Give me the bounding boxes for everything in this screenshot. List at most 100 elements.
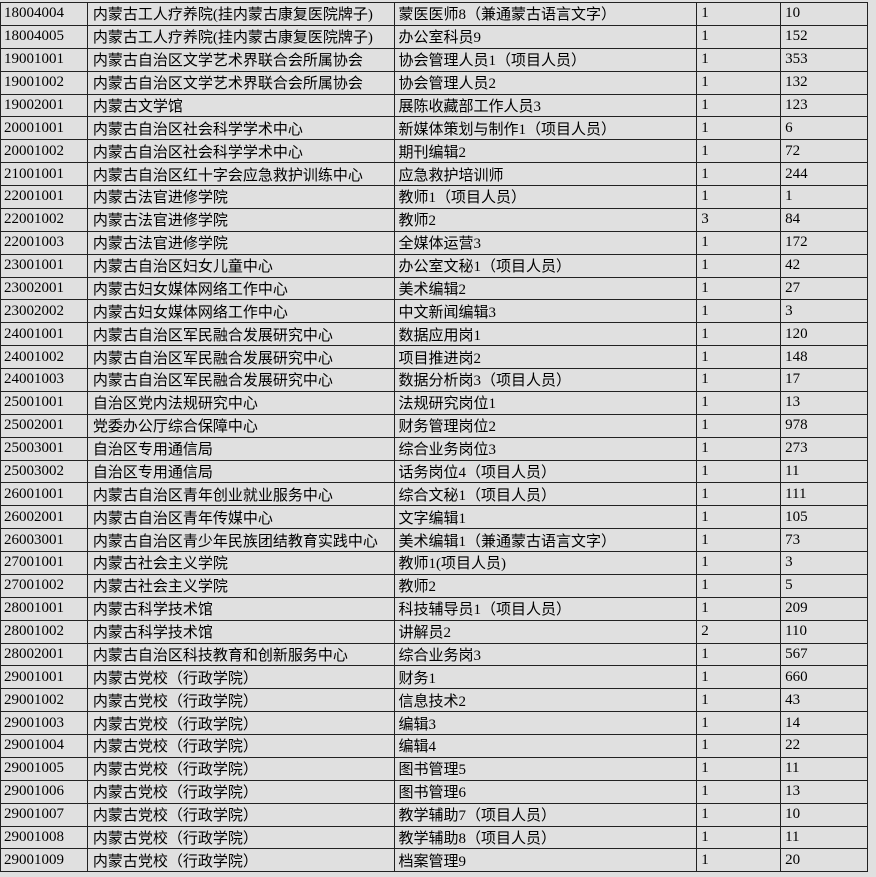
- cell-position-title[interactable]: 中文新闻编辑3: [394, 300, 698, 324]
- cell-position-title[interactable]: 蒙医医师8（兼通蒙古语言文字）: [394, 3, 698, 26]
- cell-code[interactable]: 29001005: [1, 757, 88, 781]
- cell-organization[interactable]: 内蒙古党校（行政学院）: [87, 735, 395, 758]
- cell-organization[interactable]: 内蒙古法官进修学院: [87, 231, 395, 255]
- cell-organization[interactable]: 内蒙古党校（行政学院）: [87, 780, 395, 804]
- cell-count-a[interactable]: 1: [697, 323, 782, 347]
- cell-count-b[interactable]: 10: [781, 803, 868, 827]
- cell-organization[interactable]: 内蒙古自治区军民融合发展研究中心: [87, 346, 395, 369]
- cell-count-b[interactable]: 152: [781, 25, 868, 49]
- cell-position-title[interactable]: 美术编辑2: [394, 277, 698, 301]
- cell-code[interactable]: 24001003: [1, 369, 88, 392]
- cell-code[interactable]: 22001002: [1, 208, 88, 232]
- cell-code[interactable]: 25002001: [1, 414, 88, 438]
- cell-organization[interactable]: 内蒙古自治区社会科学学术中心: [87, 140, 395, 164]
- cell-position-title[interactable]: 新媒体策划与制作1（项目人员）: [394, 117, 698, 141]
- cell-count-a[interactable]: 1: [697, 48, 782, 72]
- cell-code[interactable]: 25003001: [1, 437, 88, 461]
- cell-position-title[interactable]: 科技辅导员1（项目人员）: [394, 597, 698, 621]
- cell-count-a[interactable]: 1: [697, 254, 782, 278]
- cell-count-a[interactable]: 1: [697, 780, 782, 804]
- cell-position-title[interactable]: 美术编辑1（兼通蒙古语言文字）: [394, 529, 698, 552]
- cell-organization[interactable]: 内蒙古妇女媒体网络工作中心: [87, 277, 395, 301]
- cell-position-title[interactable]: 教师2: [394, 574, 698, 598]
- cell-count-a[interactable]: 1: [697, 483, 782, 507]
- cell-position-title[interactable]: 教学辅助8（项目人员）: [394, 826, 698, 850]
- cell-count-a[interactable]: 1: [697, 460, 782, 484]
- cell-count-a[interactable]: 1: [697, 735, 782, 758]
- cell-position-title[interactable]: 财务管理岗位2: [394, 414, 698, 438]
- cell-count-a[interactable]: 1: [697, 369, 782, 392]
- cell-organization[interactable]: 内蒙古自治区青年传媒中心: [87, 506, 395, 530]
- cell-code[interactable]: 20001002: [1, 140, 88, 164]
- cell-organization[interactable]: 内蒙古工人疗养院(挂内蒙古康复医院牌子): [87, 3, 395, 26]
- cell-count-a[interactable]: 1: [697, 94, 782, 118]
- cell-count-b[interactable]: 111: [781, 483, 868, 507]
- cell-count-b[interactable]: 5: [781, 574, 868, 598]
- cell-code[interactable]: 29001004: [1, 735, 88, 758]
- cell-organization[interactable]: 内蒙古自治区文学艺术界联合会所属协会: [87, 71, 395, 95]
- cell-count-b[interactable]: 14: [781, 712, 868, 735]
- cell-position-title[interactable]: 数据分析岗3（项目人员）: [394, 369, 698, 392]
- cell-count-a[interactable]: 1: [697, 666, 782, 690]
- cell-position-title[interactable]: 协会管理人员2: [394, 71, 698, 95]
- cell-position-title[interactable]: 财务1: [394, 666, 698, 690]
- cell-organization[interactable]: 自治区专用通信局: [87, 437, 395, 461]
- cell-count-b[interactable]: 17: [781, 369, 868, 392]
- cell-count-b[interactable]: 209: [781, 597, 868, 621]
- cell-code[interactable]: 26003001: [1, 529, 88, 552]
- cell-code[interactable]: 23002002: [1, 300, 88, 324]
- cell-organization[interactable]: 内蒙古自治区青年创业就业服务中心: [87, 483, 395, 507]
- cell-position-title[interactable]: 法规研究岗位1: [394, 391, 698, 415]
- cell-count-a[interactable]: 1: [697, 712, 782, 735]
- cell-position-title[interactable]: 项目推进岗2: [394, 346, 698, 369]
- cell-count-b[interactable]: 13: [781, 391, 868, 415]
- cell-count-b[interactable]: 105: [781, 506, 868, 530]
- cell-count-a[interactable]: 1: [697, 346, 782, 369]
- cell-organization[interactable]: 内蒙古党校（行政学院）: [87, 803, 395, 827]
- cell-count-b[interactable]: 72: [781, 140, 868, 164]
- cell-count-b[interactable]: 120: [781, 323, 868, 347]
- cell-position-title[interactable]: 协会管理人员1（项目人员）: [394, 48, 698, 72]
- cell-organization[interactable]: 内蒙古工人疗养院(挂内蒙古康复医院牌子): [87, 25, 395, 49]
- cell-organization[interactable]: 内蒙古自治区红十字会应急救护训练中心: [87, 163, 395, 186]
- cell-position-title[interactable]: 档案管理9: [394, 849, 698, 873]
- cell-count-b[interactable]: 11: [781, 757, 868, 781]
- cell-organization[interactable]: 内蒙古党校（行政学院）: [87, 826, 395, 850]
- cell-code[interactable]: 29001007: [1, 803, 88, 827]
- cell-organization[interactable]: 内蒙古社会主义学院: [87, 574, 395, 598]
- cell-organization[interactable]: 内蒙古自治区青少年民族团结教育实践中心: [87, 529, 395, 552]
- cell-count-a[interactable]: 1: [697, 643, 782, 667]
- cell-count-b[interactable]: 22: [781, 735, 868, 758]
- cell-organization[interactable]: 自治区党内法规研究中心: [87, 391, 395, 415]
- cell-count-b[interactable]: 3: [781, 300, 868, 324]
- cell-count-a[interactable]: 1: [697, 3, 782, 26]
- cell-count-b[interactable]: 132: [781, 71, 868, 95]
- cell-position-title[interactable]: 教学辅助7（项目人员）: [394, 803, 698, 827]
- cell-count-b[interactable]: 10: [781, 3, 868, 26]
- cell-code[interactable]: 19001002: [1, 71, 88, 95]
- cell-count-b[interactable]: 123: [781, 94, 868, 118]
- cell-organization[interactable]: 内蒙古科学技术馆: [87, 620, 395, 644]
- cell-count-a[interactable]: 1: [697, 231, 782, 255]
- cell-organization[interactable]: 内蒙古党校（行政学院）: [87, 712, 395, 735]
- cell-count-a[interactable]: 1: [697, 803, 782, 827]
- cell-position-title[interactable]: 数据应用岗1: [394, 323, 698, 347]
- cell-count-a[interactable]: 1: [697, 529, 782, 552]
- cell-organization[interactable]: 内蒙古党校（行政学院）: [87, 849, 395, 873]
- cell-count-b[interactable]: 6: [781, 117, 868, 141]
- cell-count-b[interactable]: 11: [781, 460, 868, 484]
- cell-organization[interactable]: 内蒙古党校（行政学院）: [87, 689, 395, 713]
- cell-position-title[interactable]: 全媒体运营3: [394, 231, 698, 255]
- cell-position-title[interactable]: 展陈收藏部工作人员3: [394, 94, 698, 118]
- cell-code[interactable]: 24001002: [1, 346, 88, 369]
- cell-count-b[interactable]: 84: [781, 208, 868, 232]
- cell-count-a[interactable]: 3: [697, 208, 782, 232]
- cell-count-b[interactable]: 273: [781, 437, 868, 461]
- cell-count-b[interactable]: 172: [781, 231, 868, 255]
- cell-count-a[interactable]: 2: [697, 620, 782, 644]
- cell-count-a[interactable]: 1: [697, 757, 782, 781]
- cell-count-b[interactable]: 660: [781, 666, 868, 690]
- cell-count-a[interactable]: 1: [697, 574, 782, 598]
- cell-count-a[interactable]: 1: [697, 689, 782, 713]
- cell-organization[interactable]: 内蒙古自治区军民融合发展研究中心: [87, 369, 395, 392]
